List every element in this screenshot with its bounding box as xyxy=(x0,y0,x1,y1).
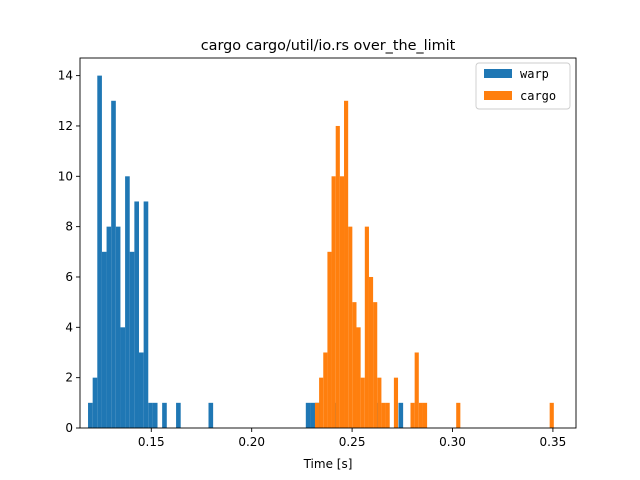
bar-warp-18 xyxy=(305,402,311,428)
bar-warp-0 xyxy=(88,402,93,428)
bar-cargo-1 xyxy=(319,377,324,428)
y-tick-label: 14 xyxy=(58,69,73,83)
bar-warp-4 xyxy=(106,226,112,428)
bar-warp-14 xyxy=(152,402,158,428)
y-tick-label: 6 xyxy=(65,270,73,284)
bar-warp-13 xyxy=(148,402,153,428)
bar-warp-15 xyxy=(162,402,167,428)
bar-cargo-4 xyxy=(331,176,336,428)
bar-cargo-21 xyxy=(418,402,423,428)
bar-cargo-0 xyxy=(314,402,320,428)
y-tick-label: 4 xyxy=(65,320,73,334)
bar-cargo-17 xyxy=(385,402,390,428)
bar-warp-6 xyxy=(115,226,121,428)
y-tick-label: 0 xyxy=(65,421,73,435)
x-tick-label: 0.30 xyxy=(439,435,466,449)
bar-cargo-7 xyxy=(344,100,349,428)
bar-cargo-6 xyxy=(339,176,345,428)
legend: warp cargo xyxy=(475,62,571,110)
plot-frame xyxy=(79,57,577,429)
bar-warp-1 xyxy=(92,377,98,428)
y-tick-label: 10 xyxy=(58,169,73,183)
bar-warp-10 xyxy=(134,201,139,428)
y-axis: 0 2 4 6 8 10 12 14 xyxy=(58,69,80,435)
bar-warp-3 xyxy=(101,251,107,428)
bar-warp-12 xyxy=(143,201,149,428)
x-tick-label: 0.20 xyxy=(238,435,265,449)
bar-cargo-20 xyxy=(414,352,419,428)
x-tick-label: 0.25 xyxy=(339,435,366,449)
bar-cargo-8 xyxy=(348,226,353,428)
x-tick-label: 0.35 xyxy=(540,435,567,449)
chart-title: cargo cargo/util/io.rs over_the_limit xyxy=(201,38,456,54)
bar-warp-8 xyxy=(125,176,130,428)
bar-warp-17 xyxy=(208,402,214,428)
bar-cargo-2 xyxy=(323,352,328,428)
legend-swatch-cargo xyxy=(484,91,512,100)
x-axis: 0.15 0.20 0.25 0.30 0.35 xyxy=(138,428,566,449)
bar-warp-19 xyxy=(310,402,316,428)
bar-cargo-14 xyxy=(373,302,378,428)
bar-warp-9 xyxy=(129,251,135,428)
y-tick-label: 12 xyxy=(58,119,73,133)
legend-label-cargo: cargo xyxy=(520,89,556,103)
bar-cargo-9 xyxy=(352,302,357,428)
bars-group xyxy=(88,75,554,429)
bar-cargo-24 xyxy=(549,402,554,428)
bar-cargo-18 xyxy=(393,377,399,428)
bar-cargo-15 xyxy=(377,377,382,428)
bar-cargo-11 xyxy=(360,377,365,428)
legend-swatch-warp xyxy=(484,69,512,78)
bar-cargo-10 xyxy=(356,327,361,428)
bar-cargo-19 xyxy=(410,402,415,428)
x-axis-label: Time [s] xyxy=(303,457,353,471)
y-tick-label: 8 xyxy=(65,220,73,234)
bar-cargo-5 xyxy=(335,125,340,429)
bar-warp-7 xyxy=(120,327,126,428)
bar-cargo-22 xyxy=(422,402,428,428)
bar-cargo-12 xyxy=(364,226,369,428)
bar-cargo-16 xyxy=(381,402,386,428)
y-tick-label: 2 xyxy=(65,371,73,385)
x-tick-label: 0.15 xyxy=(138,435,165,449)
bar-warp-16 xyxy=(176,402,181,428)
bar-cargo-13 xyxy=(368,276,374,428)
bar-cargo-23 xyxy=(456,402,461,428)
bar-cargo-3 xyxy=(327,251,332,428)
bar-warp-23 xyxy=(398,402,404,428)
bar-warp-11 xyxy=(139,352,144,428)
bar-warp-2 xyxy=(97,75,102,429)
bar-warp-5 xyxy=(111,100,116,428)
legend-label-warp: warp xyxy=(520,67,549,81)
